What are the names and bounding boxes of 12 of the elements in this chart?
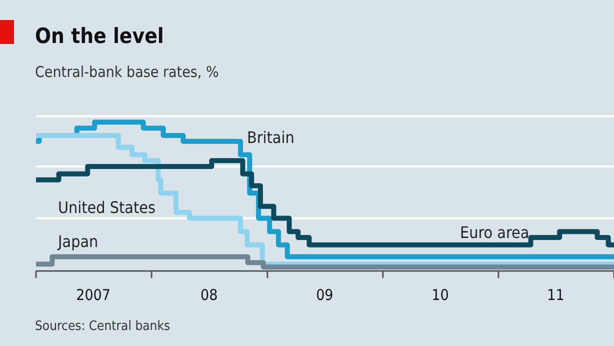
series-label: Japan [57,232,98,251]
series-label: Euro area [460,223,530,242]
source-note: Sources: Central banks [35,319,170,334]
chart-title: On the level [35,24,164,48]
series-label: United States [58,198,156,217]
x-tick-label: 2007 [76,286,110,304]
x-tick-label: 11 [547,286,564,304]
x-tick-label: 08 [200,286,218,304]
chart-subtitle: Central-bank base rates, % [35,63,219,81]
x-tick-label: 09 [316,286,334,304]
series-label: Britain [247,128,294,147]
x-tick-label: 10 [432,286,449,304]
